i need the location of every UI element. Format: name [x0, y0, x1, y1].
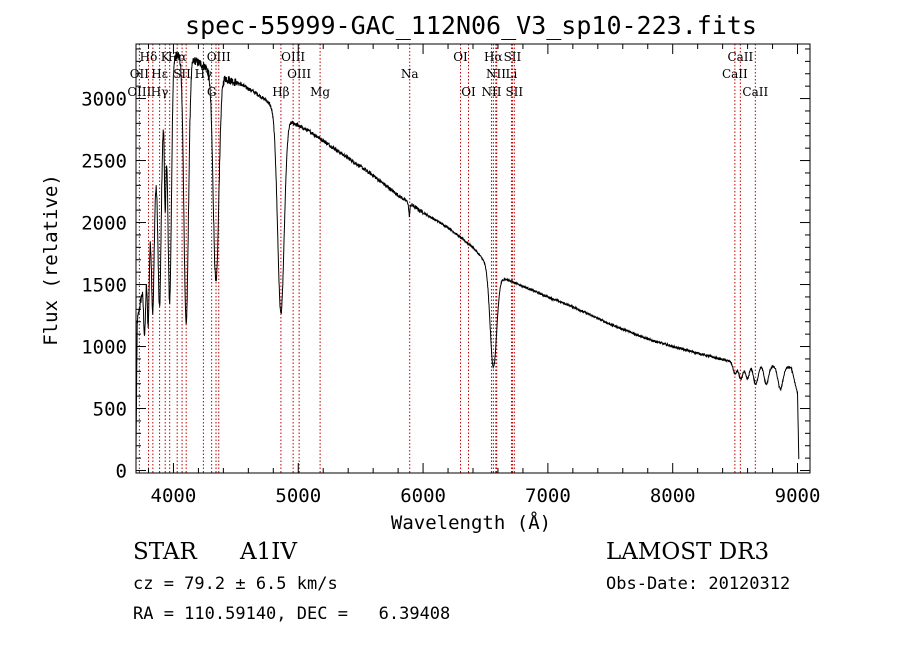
x-tick-label: 5000 — [275, 485, 321, 507]
y-axis-label: Flux (relative) — [40, 174, 62, 346]
line-label: G — [207, 85, 217, 99]
line-label: NII — [481, 85, 501, 99]
line-label: CaII — [742, 85, 768, 99]
line-label: Hγ — [151, 85, 169, 99]
line-label: SII — [173, 67, 191, 81]
x-tick-label: 4000 — [151, 485, 197, 507]
observation-date: Obs-Date: 20120312 — [606, 574, 791, 594]
object-subclass: A1IV — [240, 539, 297, 565]
survey-name: LAMOST DR3 — [606, 539, 770, 565]
x-tick-label: 9000 — [775, 485, 821, 507]
plot-frame — [135, 43, 811, 474]
line-label: CaII — [727, 50, 753, 64]
line-label: Hα — [484, 50, 503, 64]
chart-title: spec-55999-GAC_112N06_V3_sp10-223.fits — [185, 11, 757, 40]
line-label: OIII — [287, 67, 311, 81]
spectrum-line — [135, 51, 800, 460]
y-tick-label: 0 — [116, 461, 127, 483]
line-label: SII — [504, 50, 522, 64]
line-label: Hβ — [272, 85, 289, 99]
axis-ticks: 4000 5000 6000 7000 8000 9000 0 500 1000 1500 2000… — [81, 44, 820, 507]
x-tick-label: 7000 — [525, 485, 571, 507]
spectral-line-markers — [138, 44, 756, 473]
y-tick-label: 3000 — [81, 89, 127, 111]
y-tick-label: 1500 — [81, 275, 127, 297]
line-label: OIII — [127, 85, 151, 99]
line-label: Hδ — [140, 50, 158, 64]
y-tick-label: 2500 — [81, 151, 127, 173]
x-axis-label: Wavelength (Å) — [391, 511, 551, 534]
line-label: SII — [505, 85, 523, 99]
line-label: Na — [401, 67, 419, 81]
line-label: Li — [506, 67, 518, 81]
line-label: OI — [453, 50, 468, 64]
line-label: OIII — [207, 50, 231, 64]
y-tick-label: 1000 — [81, 337, 127, 359]
line-label: NII — [486, 67, 506, 81]
y-tick-label: 500 — [93, 399, 127, 421]
line-label: Mg — [310, 85, 330, 99]
object-class: STAR — [133, 539, 197, 565]
y-tick-label: 2000 — [81, 213, 127, 235]
x-tick-label: 8000 — [650, 485, 696, 507]
line-label: Hε — [151, 67, 168, 81]
line-label: CaII — [722, 67, 748, 81]
coordinates: RA = 110.59140, DEC = 6.39408 — [133, 604, 451, 624]
line-label: OI — [461, 85, 476, 99]
redshift-readout: cz = 79.2 ± 6.5 km/s — [133, 574, 338, 594]
line-label: OIII — [281, 50, 305, 64]
x-tick-label: 6000 — [400, 485, 446, 507]
line-label: K — [161, 50, 171, 64]
